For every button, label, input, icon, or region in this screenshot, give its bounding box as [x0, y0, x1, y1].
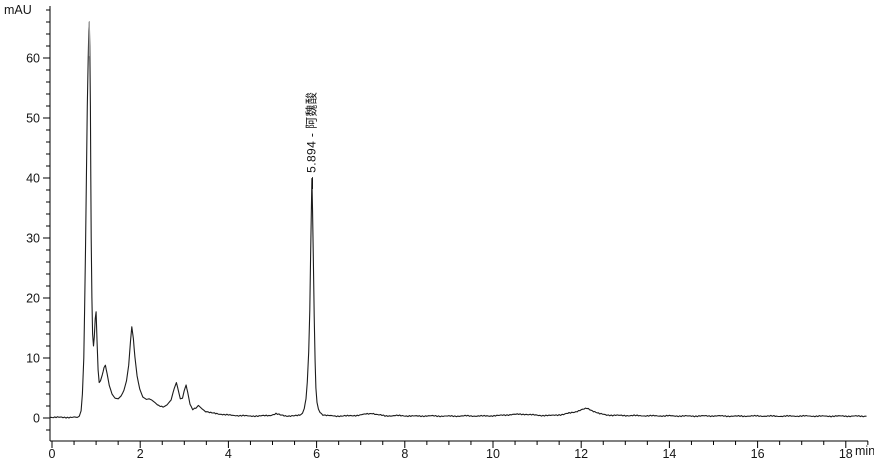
x-tick-label: 14	[662, 447, 676, 461]
x-tick-label: 18	[839, 447, 853, 461]
x-tick-label: 10	[486, 447, 500, 461]
x-tick-label: 2	[137, 447, 144, 461]
y-tick-label: 60	[26, 52, 40, 66]
y-tick-label: 40	[26, 172, 40, 186]
y-tick-label: 20	[26, 292, 40, 306]
x-tick-label: 16	[751, 447, 765, 461]
peak-annotation-label: — 5.894 - 阿魏酸	[303, 92, 318, 189]
x-axis-unit-label: min	[855, 444, 874, 458]
x-tick-label: 4	[225, 447, 232, 461]
y-tick-label: 0	[33, 412, 40, 426]
x-tick-label: 12	[574, 447, 588, 461]
x-tick-label: 8	[401, 447, 408, 461]
y-tick-label: 50	[26, 112, 40, 126]
signal-trace	[49, 21, 867, 419]
y-tick-label: 30	[26, 232, 40, 246]
x-tick-label: 0	[49, 447, 56, 461]
x-tick-label: 6	[313, 447, 320, 461]
y-tick-label: 10	[26, 352, 40, 366]
y-axis-unit-label: mAU	[4, 3, 32, 17]
